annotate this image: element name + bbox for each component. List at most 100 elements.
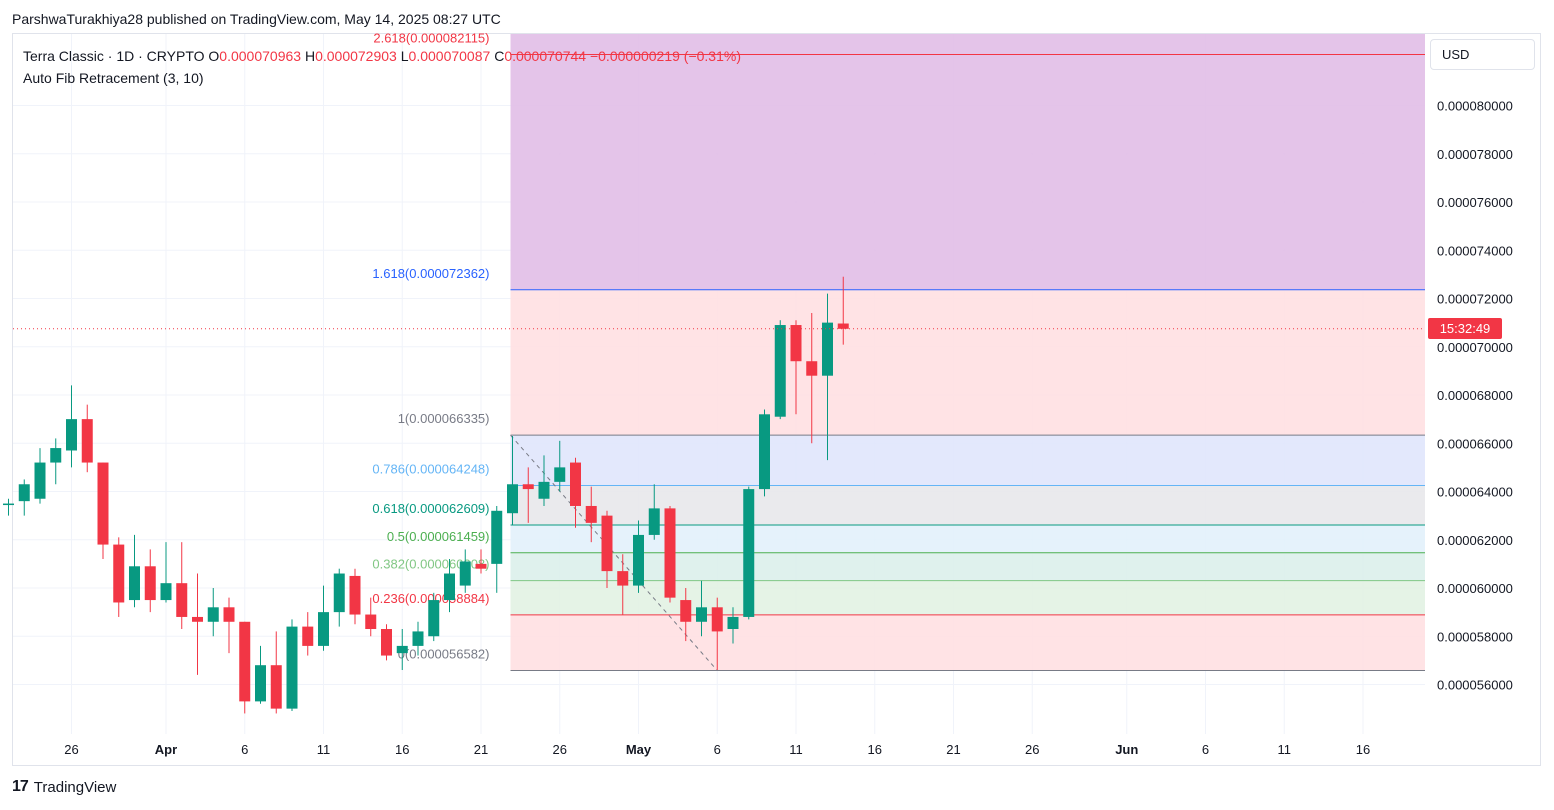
candle-body[interactable] xyxy=(176,583,188,617)
candle-body[interactable] xyxy=(554,467,566,482)
candle-body[interactable] xyxy=(711,607,723,632)
candle-body[interactable] xyxy=(538,481,550,499)
fib-level-label: 0.5(0.000061459) xyxy=(387,529,490,544)
x-axis-tick-label: 6 xyxy=(241,742,248,757)
x-axis-tick-label: 21 xyxy=(946,742,960,757)
candle-body[interactable] xyxy=(790,325,802,362)
x-axis-tick-label: 26 xyxy=(1025,742,1039,757)
candle-body[interactable] xyxy=(806,361,818,376)
y-axis-tick-label: 0.000058000 xyxy=(1437,629,1513,644)
x-axis-tick-label: 6 xyxy=(714,742,721,757)
y-axis-tick-label: 0.000062000 xyxy=(1437,533,1513,548)
candle-body[interactable] xyxy=(302,626,314,646)
fib-level-label: 0.786(0.000064248) xyxy=(372,462,489,477)
candle-body[interactable] xyxy=(18,484,30,502)
open-value: 0.000070963 xyxy=(219,48,302,64)
fib-zone xyxy=(510,485,1425,526)
candle-body[interactable] xyxy=(822,322,833,376)
candle-body[interactable] xyxy=(475,563,487,569)
x-axis-tick-label: 16 xyxy=(868,742,882,757)
candle-body[interactable] xyxy=(160,583,172,601)
fib-zone xyxy=(510,614,1425,671)
candle-body[interactable] xyxy=(318,612,329,646)
x-axis-tick-label: 16 xyxy=(395,742,409,757)
x-axis-tick-label: May xyxy=(626,742,652,757)
fib-level-label: 1(0.000066335) xyxy=(398,411,490,426)
tradingview-footer[interactable]: 17 TradingView xyxy=(12,778,116,796)
candle-body[interactable] xyxy=(286,626,298,709)
fib-level-label: 0.618(0.000062609) xyxy=(372,501,489,516)
fib-level-label: 0(0.000056582) xyxy=(398,646,490,661)
brand-name: TradingView xyxy=(33,778,117,796)
ohlc-row: Terra Classic · 1D · CRYPTO O0.000070963… xyxy=(23,45,741,67)
candle-body[interactable] xyxy=(113,544,125,603)
x-axis-tick-label: 11 xyxy=(1278,742,1292,757)
y-axis-tick-label: 0.000064000 xyxy=(1437,485,1513,500)
candle-body[interactable] xyxy=(444,573,455,601)
candle-body[interactable] xyxy=(696,607,707,622)
low-value: 0.000070087 xyxy=(408,48,491,64)
x-axis-tick-label: 26 xyxy=(64,742,78,757)
y-axis-tick-label: 0.000072000 xyxy=(1437,292,1513,307)
candle-body[interactable] xyxy=(207,607,219,622)
candle-body[interactable] xyxy=(428,600,440,637)
candle-body[interactable] xyxy=(270,665,282,709)
candle-body[interactable] xyxy=(81,419,93,463)
fib-level-label: 0.382(0.000060308) xyxy=(372,557,489,572)
candle-body[interactable] xyxy=(774,325,786,417)
candle-body[interactable] xyxy=(239,621,251,702)
candle-body[interactable] xyxy=(837,323,849,329)
fib-zone xyxy=(510,552,1425,581)
candle-body[interactable] xyxy=(412,631,424,646)
candle-body[interactable] xyxy=(129,566,140,601)
candle-body[interactable] xyxy=(743,489,755,617)
candle-body[interactable] xyxy=(333,573,345,613)
y-axis-tick-label: 0.000078000 xyxy=(1437,147,1513,162)
currency-selector[interactable]: USD xyxy=(1430,39,1535,70)
chart-frame xyxy=(12,33,1541,766)
candle-body[interactable] xyxy=(3,503,14,506)
candle-body[interactable] xyxy=(223,607,235,622)
y-axis-tick-label: 0.000080000 xyxy=(1437,99,1513,114)
candle-body[interactable] xyxy=(617,571,629,586)
candle-body[interactable] xyxy=(34,462,46,499)
candle-body[interactable] xyxy=(365,614,377,630)
candle-body[interactable] xyxy=(255,665,266,702)
candle-body[interactable] xyxy=(491,510,503,564)
y-axis-tick-label: 0.000070000 xyxy=(1437,340,1513,355)
open-label: O xyxy=(208,48,220,64)
candle-body[interactable] xyxy=(192,616,203,622)
candle-body[interactable] xyxy=(396,645,408,654)
candle-body[interactable] xyxy=(144,566,156,601)
fib-level-label: 0.236(0.000058884) xyxy=(372,591,489,606)
y-axis-tick-label: 0.000068000 xyxy=(1437,388,1513,403)
candle-body[interactable] xyxy=(50,448,62,463)
candle-body[interactable] xyxy=(585,505,597,523)
candle-body[interactable] xyxy=(648,508,660,535)
candle-body[interactable] xyxy=(459,561,471,586)
x-axis-tick-label: 16 xyxy=(1356,742,1370,757)
candle-body[interactable] xyxy=(381,629,392,656)
fib-level-label: 1.618(0.000072362) xyxy=(372,266,489,281)
candle-body[interactable] xyxy=(664,508,676,598)
y-axis-tick-label: 0.000056000 xyxy=(1437,678,1513,693)
indicator-legend[interactable]: Auto Fib Retracement (3, 10) xyxy=(23,70,204,86)
candle-body[interactable] xyxy=(97,462,109,545)
candle-body[interactable] xyxy=(349,575,361,615)
candle-body[interactable] xyxy=(522,484,534,490)
candle-body[interactable] xyxy=(727,616,739,630)
close-label: C xyxy=(494,48,505,64)
x-axis-tick-label: 11 xyxy=(317,742,331,757)
candle-body[interactable] xyxy=(633,534,644,586)
symbol-name[interactable]: Terra Classic · 1D · CRYPTO xyxy=(23,48,205,64)
candle-body[interactable] xyxy=(680,600,692,622)
candle-body[interactable] xyxy=(66,419,77,451)
candle-body[interactable] xyxy=(759,414,770,490)
x-axis-tick-label: 11 xyxy=(789,742,803,757)
fib-level-label: 2.618(0.000082115) xyxy=(373,30,489,45)
fib-zone xyxy=(510,525,1425,553)
candle-body[interactable] xyxy=(601,515,613,572)
candle-body[interactable] xyxy=(570,462,581,506)
candle-body[interactable] xyxy=(507,484,518,514)
